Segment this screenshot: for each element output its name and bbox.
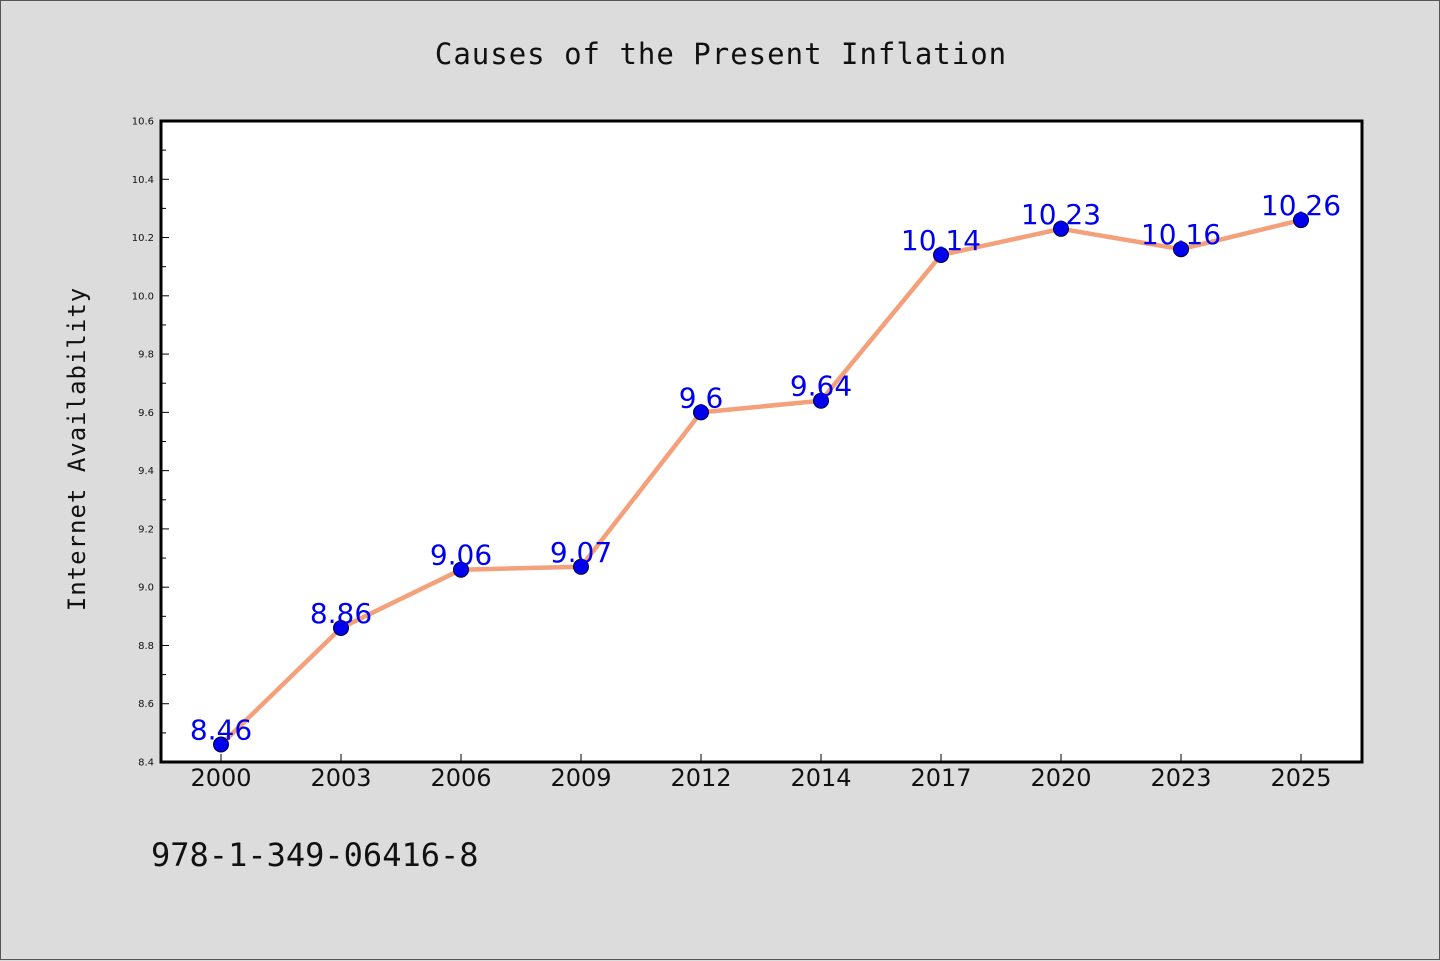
x-tick-label: 2006 [430,764,491,792]
y-tick-label: 9.4 [138,466,154,477]
data-label: 9.64 [790,370,852,403]
data-point [1173,241,1189,258]
data-point [573,558,589,575]
y-tick-label: 9.2 [138,524,154,535]
data-label: 10.26 [1261,189,1341,222]
series-layer [213,212,1309,753]
data-label: 9.06 [430,539,492,572]
y-tick-label: 9.8 [138,350,154,361]
y-tick-label: 10.0 [132,291,154,302]
data-label: 10.14 [901,224,981,257]
y-tick-label: 10.6 [132,117,154,128]
y-axis-ticks: 8.4 8.6 8.8 9.0 9.2 9.4 9.6 9.8 10.0 10.2 10.4 10.6 [132,117,169,769]
footnote-isbn: 978-1-349-06416-8 [151,836,479,874]
y-tick-label: 10.2 [132,233,154,244]
data-label: 10.23 [1021,198,1101,231]
y-tick-label: 9.0 [138,583,154,594]
series-line [218,217,1304,747]
data-point [213,736,229,753]
data-label: 8.46 [190,714,252,747]
data-labels: 8.46 8.86 9.06 9.07 9.6 9.64 10.14 10.23 10.16 10… [190,189,1341,746]
data-label: 10.16 [1141,218,1221,251]
x-axis-ticks: 2000 2003 2006 2009 2012 2014 2017 2020 2023 2025 [190,754,1332,792]
data-point [1053,220,1069,237]
x-tick-label: 2012 [670,764,731,792]
x-tick-label: 2009 [550,764,611,792]
y-tick-label: 8.4 [138,758,154,769]
x-tick-label: 2003 [310,764,371,792]
data-label: 9.07 [550,536,612,569]
y-tick-label: 8.6 [138,699,154,710]
data-point [1293,212,1309,229]
y-tick-label: 8.8 [138,641,154,652]
data-label: 9.6 [679,381,724,414]
x-tick-label: 2025 [1270,764,1331,792]
plot-area [159,119,1364,764]
data-point [333,619,349,636]
data-point [813,392,829,409]
y-axis-label: Internet Availability [63,287,91,611]
x-tick-label: 2023 [1150,764,1211,792]
y-tick-label: 10.4 [132,175,154,186]
data-point [453,561,469,578]
chart-title: Causes of the Present Inflation [435,37,1007,71]
data-point [933,247,949,264]
x-tick-label: 2020 [1030,764,1091,792]
y-tick-label: 9.6 [138,408,154,419]
data-label: 8.86 [310,597,372,630]
x-tick-label: 2014 [790,764,851,792]
x-tick-label: 2000 [190,764,251,792]
x-tick-label: 2017 [910,764,971,792]
data-point [693,404,709,421]
